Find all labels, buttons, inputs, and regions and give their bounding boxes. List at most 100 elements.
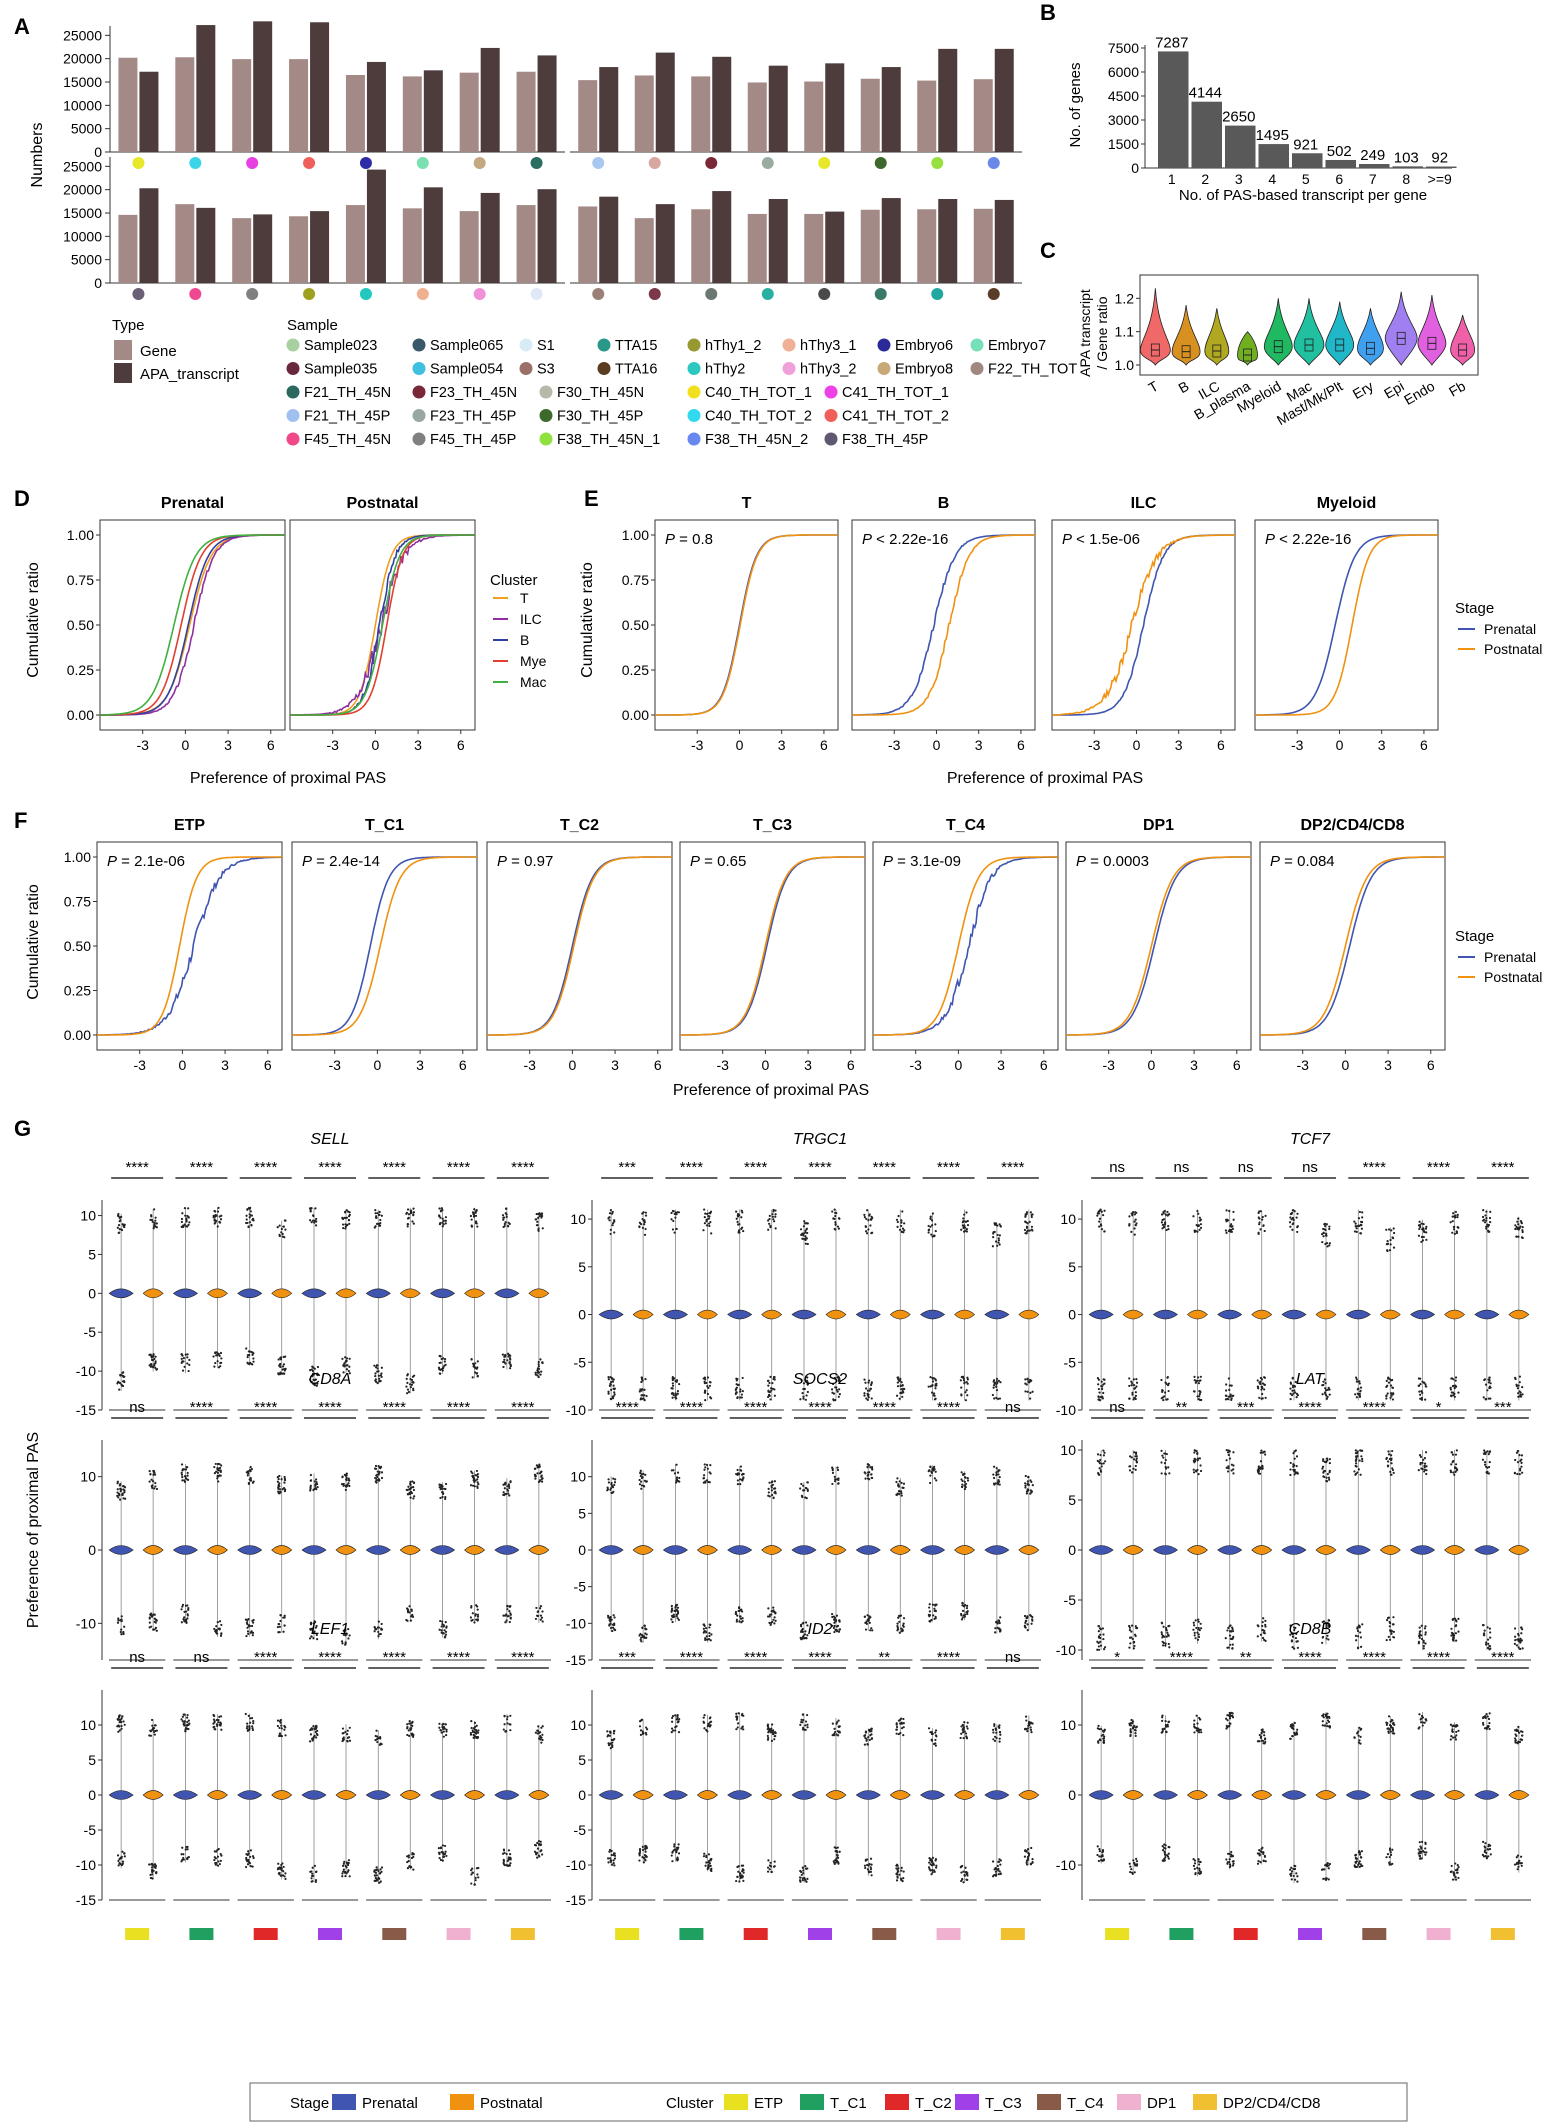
data-point bbox=[505, 1619, 508, 1622]
data-point bbox=[180, 1718, 183, 1721]
violin-prenatal bbox=[662, 1545, 688, 1555]
violin-prenatal bbox=[598, 1309, 624, 1320]
data-point bbox=[503, 1723, 506, 1726]
violin-prenatal bbox=[662, 1309, 688, 1320]
data-point bbox=[996, 1244, 999, 1247]
data-point bbox=[1517, 1235, 1520, 1238]
panel-a-tick-label: 15000 bbox=[63, 74, 102, 90]
data-point bbox=[437, 1847, 441, 1850]
legend-sample-dot bbox=[519, 362, 533, 375]
data-point bbox=[311, 1219, 315, 1222]
data-point bbox=[737, 1231, 740, 1234]
panel-e-ylabel: Cumulative ratio bbox=[579, 562, 596, 678]
data-point bbox=[406, 1723, 409, 1726]
data-point bbox=[1450, 1631, 1454, 1634]
data-point bbox=[864, 1225, 868, 1228]
bar-apa bbox=[768, 199, 788, 283]
data-point bbox=[120, 1717, 123, 1720]
data-point bbox=[443, 1844, 447, 1848]
data-point bbox=[1324, 1378, 1327, 1381]
cluster-swatch bbox=[382, 1928, 407, 1940]
data-point bbox=[640, 1718, 644, 1721]
data-point bbox=[1354, 1634, 1358, 1637]
data-point bbox=[441, 1495, 444, 1499]
data-point bbox=[1449, 1386, 1452, 1389]
data-point bbox=[1355, 1465, 1358, 1468]
data-point bbox=[1418, 1384, 1421, 1387]
data-point bbox=[767, 1491, 770, 1494]
panel-c-violin bbox=[1139, 288, 1171, 366]
data-point bbox=[118, 1493, 121, 1496]
data-point bbox=[703, 1389, 707, 1392]
data-point bbox=[1225, 1231, 1228, 1234]
data-point bbox=[704, 1637, 707, 1640]
data-point bbox=[279, 1356, 282, 1360]
data-point bbox=[1026, 1377, 1029, 1380]
data-point bbox=[1257, 1466, 1260, 1469]
data-point bbox=[214, 1728, 217, 1731]
data-point bbox=[509, 1363, 512, 1367]
data-point bbox=[1420, 1624, 1423, 1627]
data-point bbox=[1422, 1639, 1425, 1642]
data-point bbox=[670, 1469, 673, 1472]
data-point bbox=[897, 1616, 900, 1619]
data-point bbox=[1100, 1462, 1103, 1465]
panel-f-4-xtick-label: 6 bbox=[1040, 1057, 1048, 1073]
data-point bbox=[639, 1398, 642, 1401]
data-point bbox=[1192, 1471, 1196, 1474]
data-point bbox=[934, 1470, 937, 1473]
data-point bbox=[1391, 1386, 1395, 1390]
data-point bbox=[837, 1395, 840, 1398]
data-point bbox=[1102, 1449, 1105, 1452]
panel-f-0-curve bbox=[97, 856, 282, 1036]
data-point bbox=[308, 1207, 312, 1210]
panel-e-0-ytick-label: 0.50 bbox=[622, 617, 649, 633]
data-point bbox=[151, 1614, 154, 1617]
gene-ytick-label: -10 bbox=[1056, 1642, 1076, 1658]
data-point bbox=[407, 1856, 410, 1859]
data-point bbox=[379, 1218, 382, 1222]
data-point bbox=[1424, 1227, 1428, 1230]
data-point bbox=[898, 1620, 901, 1623]
data-point bbox=[312, 1637, 315, 1640]
data-point bbox=[995, 1388, 999, 1392]
data-point bbox=[121, 1715, 124, 1718]
data-point bbox=[181, 1479, 184, 1482]
data-point bbox=[960, 1393, 963, 1396]
violin-postnatal bbox=[142, 1288, 164, 1299]
data-point bbox=[536, 1729, 539, 1732]
data-point bbox=[800, 1482, 803, 1486]
data-point bbox=[314, 1224, 318, 1227]
data-point bbox=[1387, 1228, 1391, 1231]
data-point bbox=[1288, 1221, 1292, 1224]
data-point bbox=[1357, 1468, 1360, 1471]
bar-gene bbox=[402, 76, 422, 152]
violin-postnatal bbox=[206, 1545, 228, 1555]
data-point bbox=[1420, 1222, 1423, 1225]
data-point bbox=[181, 1369, 185, 1372]
data-point bbox=[343, 1860, 346, 1863]
data-point bbox=[315, 1384, 318, 1387]
data-point bbox=[1386, 1243, 1389, 1246]
data-point bbox=[313, 1384, 317, 1387]
data-point bbox=[246, 1354, 249, 1357]
data-point bbox=[640, 1487, 643, 1490]
data-point bbox=[1194, 1619, 1197, 1622]
panel-b-bar bbox=[1325, 159, 1356, 168]
data-point bbox=[119, 1219, 122, 1222]
data-point bbox=[832, 1398, 835, 1401]
data-point bbox=[118, 1857, 121, 1861]
data-point bbox=[1385, 1638, 1388, 1642]
data-point bbox=[643, 1223, 646, 1226]
data-point bbox=[1230, 1230, 1233, 1233]
panel-f-5-curve bbox=[1066, 856, 1251, 1036]
data-point bbox=[373, 1226, 376, 1229]
violin-postnatal bbox=[889, 1309, 911, 1320]
data-point bbox=[1099, 1469, 1102, 1472]
data-point bbox=[342, 1633, 346, 1636]
panel-b-value: 4144 bbox=[1189, 85, 1222, 102]
data-point bbox=[1163, 1210, 1166, 1213]
data-point bbox=[310, 1368, 313, 1371]
data-point bbox=[609, 1397, 612, 1401]
data-point bbox=[184, 1727, 188, 1730]
